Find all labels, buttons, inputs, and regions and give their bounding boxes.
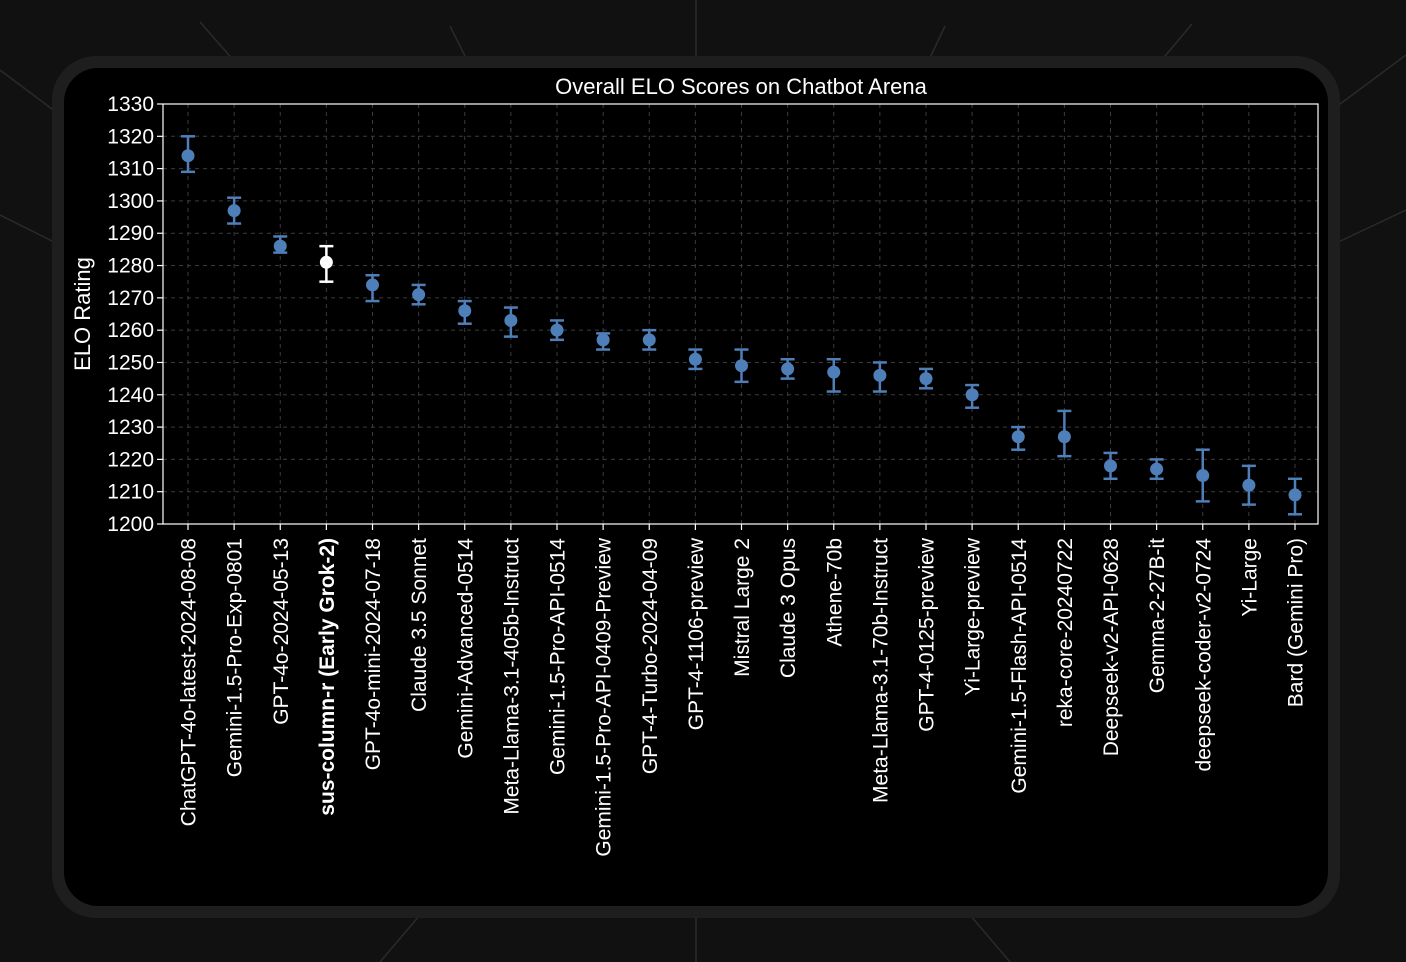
- x-tick-label: Gemini-1.5-Pro-API-0409-Preview: [593, 537, 616, 856]
- data-point: [1242, 478, 1256, 492]
- data-point: [1104, 459, 1117, 473]
- bg-line: [199, 21, 236, 63]
- x-tick-label: GPT-4o-mini-2024-07-18: [362, 538, 385, 770]
- y-tick-label: 1300: [107, 190, 154, 213]
- data-point: [827, 365, 841, 379]
- x-tick-label: ChatGPT-4o-latest-2024-08-08: [178, 538, 201, 826]
- data-point: [735, 359, 748, 373]
- data-point: [366, 278, 379, 292]
- bg-line: [1331, 54, 1406, 111]
- x-tick-label: GPT-4o-2024-05-13: [270, 538, 293, 725]
- x-tick-label: GPT-4-Turbo-2024-04-09: [639, 538, 662, 774]
- x-tick-label: Mistral Large 2: [731, 538, 754, 677]
- bg-line: [0, 69, 61, 116]
- y-tick-label: 1330: [107, 93, 154, 116]
- x-tick-label: Deepseek-v2-API-0628: [1100, 538, 1123, 756]
- y-tick-label: 1260: [107, 319, 154, 342]
- data-point: [1196, 469, 1210, 483]
- y-tick-label: 1310: [107, 158, 154, 181]
- data-point: [1011, 430, 1025, 444]
- x-tick-label: Gemini-1.5-Flash-API-0514: [1008, 538, 1031, 794]
- y-tick-label: 1210: [107, 481, 154, 504]
- x-tick-label: GPT-4-1106-preview: [685, 537, 708, 730]
- data-point: [1288, 488, 1302, 502]
- data-point: [550, 323, 564, 337]
- data-series: [181, 135, 1302, 516]
- y-axis: 1200 1210 1220 1230 1240 1250 1260 1270 1280 1290…: [107, 93, 163, 536]
- grid: [163, 103, 1318, 525]
- chart-title: Overall ELO Scores on Chatbot Arena: [555, 74, 928, 99]
- bg-line: [1159, 23, 1193, 63]
- y-tick-label: 1280: [107, 255, 154, 278]
- data-point: [412, 288, 426, 302]
- bg-line: [0, 214, 61, 246]
- data-point: [227, 204, 241, 218]
- data-point: [965, 388, 979, 402]
- data-point: [596, 333, 610, 347]
- data-point: [458, 304, 472, 318]
- data-point: [781, 362, 795, 376]
- x-tick-label: Gemini-1.5-Pro-API-0514: [547, 538, 570, 775]
- data-point: [273, 239, 287, 253]
- data-point: [1057, 430, 1071, 444]
- bg-line: [1331, 209, 1406, 246]
- y-tick-label: 1230: [107, 416, 154, 439]
- x-tick-label: Bard (Gemini Pro): [1285, 538, 1308, 707]
- bg-line: [379, 914, 421, 962]
- x-tick-label: deepseek-coder-v2-0724: [1192, 538, 1215, 772]
- chart-panel: [64, 68, 1328, 906]
- y-tick-label: 1270: [107, 287, 154, 310]
- data-point: [319, 255, 333, 269]
- x-tick-label: Gemma-2-27B-it: [1146, 538, 1169, 693]
- x-tick-label: GPT-4-0125-preview: [916, 537, 939, 732]
- x-tick-label: Meta-Llama-3.1-70b-Instruct: [869, 538, 892, 803]
- data-point: [504, 313, 518, 327]
- x-axis: ChatGPT-4o-latest-2024-08-08 Gemini-1.5-P…: [178, 524, 1308, 857]
- x-tick-label: Gemini-Advanced-0514: [454, 538, 477, 759]
- y-tick-label: 1290: [107, 222, 154, 245]
- data-point: [873, 368, 887, 382]
- y-tick-label: 1250: [107, 351, 154, 374]
- data-point: [181, 149, 195, 163]
- data-point: [1150, 462, 1164, 476]
- y-tick-label: 1320: [107, 125, 154, 148]
- y-axis-label: ELO Rating: [70, 257, 95, 371]
- x-tick-label: Claude 3.5 Sonnet: [408, 538, 431, 712]
- y-tick-label: 1200: [107, 513, 154, 536]
- data-point: [688, 352, 702, 366]
- x-tick-label: Yi-Large: [1238, 538, 1261, 617]
- data-point: [919, 372, 933, 386]
- x-tick-label: reka-core-20240722: [1054, 538, 1077, 727]
- x-tick-label: Yi-Large-preview: [962, 537, 985, 696]
- x-tick-label: sus-column-r (Early Grok-2): [316, 538, 339, 816]
- data-point: [642, 333, 656, 347]
- plot-area-border: [162, 103, 1319, 525]
- x-tick-label: Gemini-1.5-Pro-Exp-0801: [224, 538, 247, 777]
- x-tick-label: Athene-70b: [823, 538, 846, 647]
- y-tick-label: 1220: [107, 448, 154, 471]
- x-tick-label: Claude 3 Opus: [777, 538, 800, 678]
- bg-line: [969, 914, 1011, 962]
- y-tick-label: 1240: [107, 384, 154, 407]
- x-tick-label: Meta-Llama-3.1-405b-Instruct: [500, 538, 523, 815]
